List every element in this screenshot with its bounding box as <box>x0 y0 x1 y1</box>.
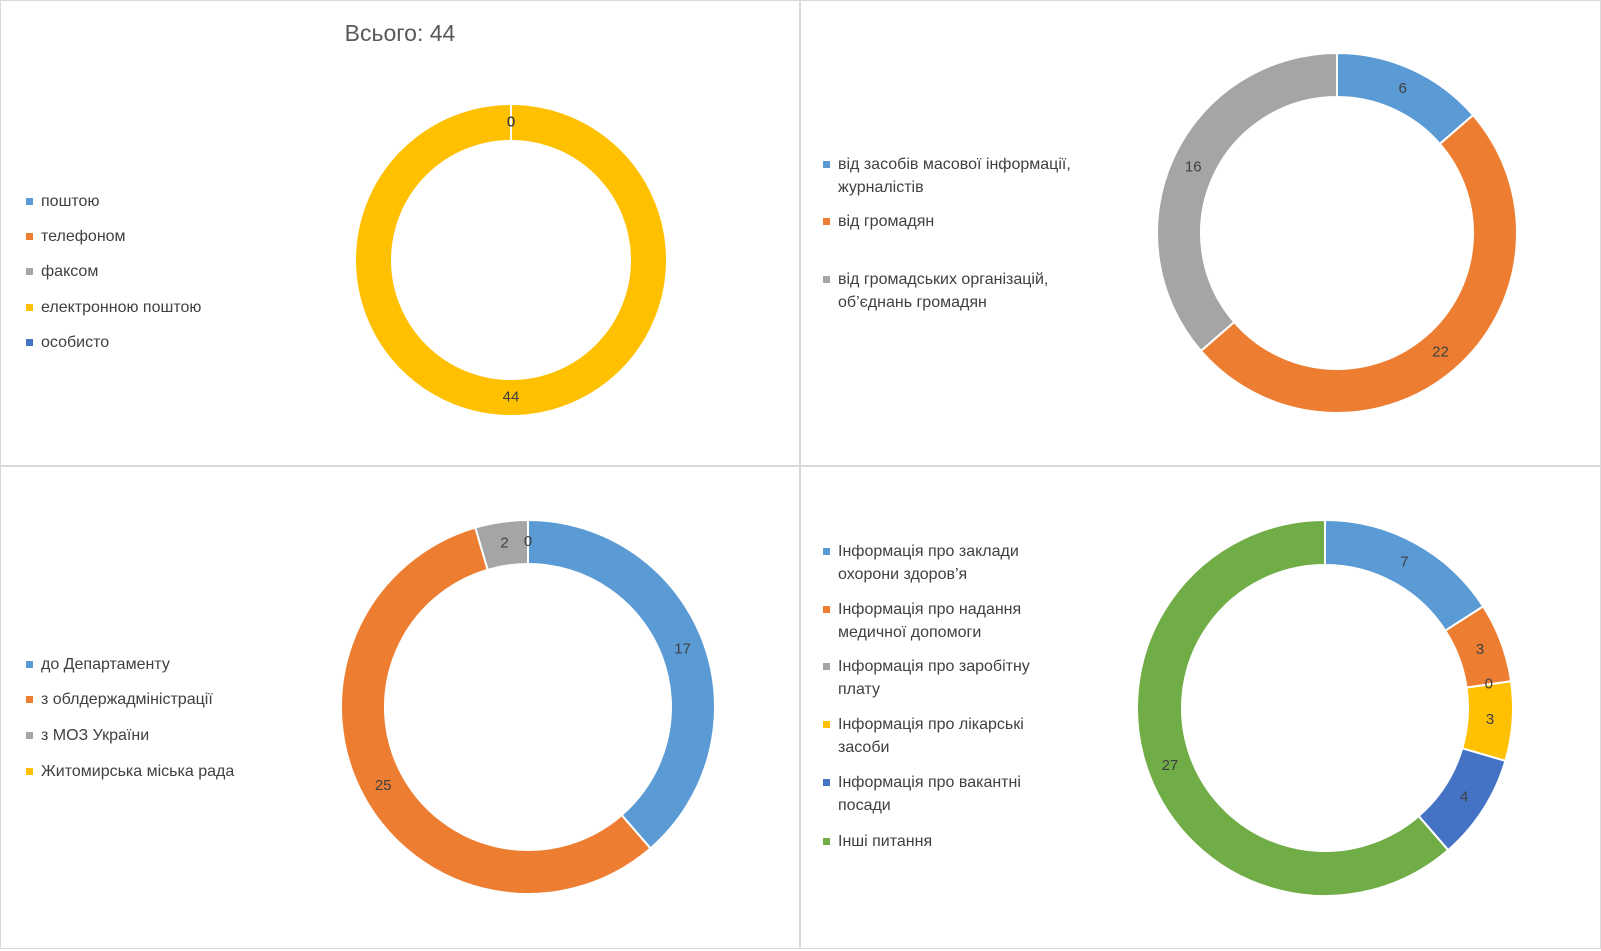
data-label: 3 <box>1486 711 1494 728</box>
legend-swatch <box>26 198 33 205</box>
donut-segment <box>1156 51 1338 353</box>
legend-item: з МОЗ України <box>26 724 286 747</box>
legend-swatch <box>823 663 830 670</box>
legend-swatch <box>26 696 33 703</box>
legend-label: з МОЗ України <box>41 727 150 744</box>
legend-label: до Департаменту <box>41 656 170 673</box>
legend-swatch <box>823 606 830 613</box>
legend-item: від засобів масової інформації, журналіс… <box>823 153 1083 199</box>
legend-item: електронною поштою <box>26 296 286 319</box>
data-label: 0 <box>524 533 532 550</box>
legend-item: Інформація про заклади охорони здоров’я <box>823 540 1053 586</box>
donut-segment <box>527 518 716 850</box>
legend-item: Інформація про лікарські засоби <box>823 713 1053 759</box>
legend-label: від громадян <box>838 213 935 230</box>
legend-label: особисто <box>41 334 110 351</box>
legend-swatch <box>823 838 830 845</box>
legend-label: від засобів масової інформації, журналіс… <box>838 156 1071 196</box>
legend-item: факсом <box>26 260 286 283</box>
legend-swatch <box>26 339 33 346</box>
panel <box>0 466 800 949</box>
legend-item: Інформація про заробітну плату <box>823 655 1053 701</box>
legend-swatch <box>823 276 830 283</box>
legend-item: Інформація про вакантні посади <box>823 771 1053 817</box>
data-label: 17 <box>674 640 691 657</box>
legend-label: Інформація про заклади охорони здоров’я <box>838 543 1019 583</box>
legend-item: від громадян <box>823 210 1083 233</box>
legend-item: до Департаменту <box>26 653 286 676</box>
legend-label: Інші питання <box>838 833 933 850</box>
legend-swatch <box>26 233 33 240</box>
legend-label: Інформація про вакантні посади <box>838 774 1021 814</box>
legend-item: телефоном <box>26 225 286 248</box>
data-label: 3 <box>1476 641 1484 658</box>
data-label: 22 <box>1432 343 1449 360</box>
legend-item: Інші питання <box>823 830 1053 853</box>
legend-swatch <box>823 779 830 786</box>
data-label: 4 <box>1460 788 1468 805</box>
legend-label: поштою <box>41 193 100 210</box>
data-label: 0 <box>507 113 515 130</box>
legend-item: з облдержадміністрації <box>26 688 286 711</box>
legend-swatch <box>823 548 830 555</box>
legend-swatch <box>26 268 33 275</box>
data-label: 44 <box>503 388 520 405</box>
legend-swatch <box>823 721 830 728</box>
legend-label: факсом <box>41 263 99 280</box>
legend-item: поштою <box>26 190 286 213</box>
legend-swatch <box>823 161 830 168</box>
legend-swatch <box>26 661 33 668</box>
legend-label: від громадських організацій, об’єднань г… <box>838 271 1049 311</box>
legend-swatch <box>26 768 33 775</box>
panel <box>0 0 800 466</box>
legend-item: особисто <box>26 331 286 354</box>
data-label: 25 <box>375 777 392 794</box>
legend-label: Інформація про лікарські засоби <box>838 716 1024 756</box>
legend-swatch <box>26 304 33 311</box>
data-label: 16 <box>1185 158 1202 175</box>
data-label: 6 <box>1398 80 1406 97</box>
legend-label: з облдержадміністрації <box>41 691 213 708</box>
legend-label: телефоном <box>41 228 126 245</box>
donut-segment <box>354 102 668 418</box>
legend-swatch <box>823 218 830 225</box>
legend-item: Житомирська міська рада <box>26 760 286 783</box>
data-label: 0 <box>507 113 515 130</box>
legend-label: Інформація про надання медичної допомоги <box>838 601 1022 641</box>
legend-item: від громадських організацій, об’єднань г… <box>823 268 1083 314</box>
data-label: 27 <box>1162 757 1179 774</box>
donut-segment <box>1336 51 1475 146</box>
donut-segment <box>1324 518 1485 633</box>
donut-segment <box>1135 518 1450 897</box>
data-label: 0 <box>507 113 515 130</box>
legend-label: Інформація про заробітну плату <box>838 658 1030 698</box>
data-label: 0 <box>1485 675 1493 692</box>
data-label: 7 <box>1400 554 1408 571</box>
legend-item: Інформація про надання медичної допомоги <box>823 598 1053 644</box>
data-label: 0 <box>507 113 515 130</box>
legend-swatch <box>26 732 33 739</box>
legend-label: Житомирська міська рада <box>41 763 235 780</box>
donut-segment <box>1199 113 1518 414</box>
data-label: 2 <box>500 535 508 552</box>
donut-segment <box>340 526 652 895</box>
legend-label: електронною поштою <box>41 299 202 316</box>
chart-title: Всього: 44 <box>345 20 456 46</box>
